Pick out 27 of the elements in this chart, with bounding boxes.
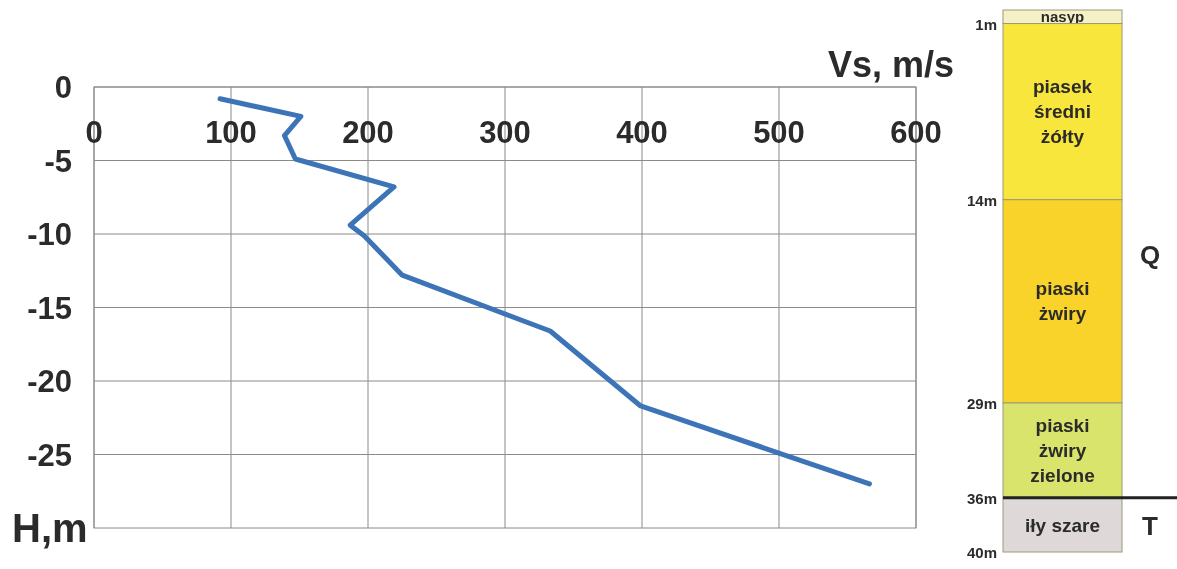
y-tick-label: 1m: [975, 15, 997, 33]
y-tick-label: 0: [54, 70, 72, 105]
text: T: [1142, 510, 1159, 541]
y-tick-label: 14m: [966, 191, 997, 209]
y-tick-label: -20: [27, 364, 72, 399]
y-tick-label: -10: [27, 217, 72, 252]
x-tick-label: 100: [205, 115, 257, 150]
y-tick-label: 36m: [966, 489, 997, 507]
x-tick-label: 500: [753, 115, 805, 150]
y-axis-title: H,m: [12, 506, 88, 550]
y-tick-label: 29m: [966, 394, 997, 412]
x-tick-label: 0: [85, 115, 103, 150]
series-label: nasyp: [1040, 7, 1085, 25]
y-tick-label: -15: [27, 290, 72, 326]
x-tick-label: 200: [342, 115, 394, 150]
y-tick-label: 40m: [966, 544, 997, 561]
y-tick-label: -5: [44, 143, 72, 179]
series-label: piasek średni żółty: [1032, 76, 1093, 148]
x-tick-label: 300: [479, 115, 531, 150]
text: Q: [1139, 239, 1161, 270]
series-label: piaski żwiry zielone: [1030, 415, 1095, 487]
x-tick-label: 600: [890, 115, 942, 150]
y-tick-label: -25: [27, 437, 72, 473]
x-axis-title: Vs, m/s: [827, 44, 954, 85]
series-label: piaski żwiry: [1035, 278, 1090, 325]
series-label: iły szare: [1025, 514, 1100, 536]
x-tick-label: 400: [616, 115, 668, 150]
